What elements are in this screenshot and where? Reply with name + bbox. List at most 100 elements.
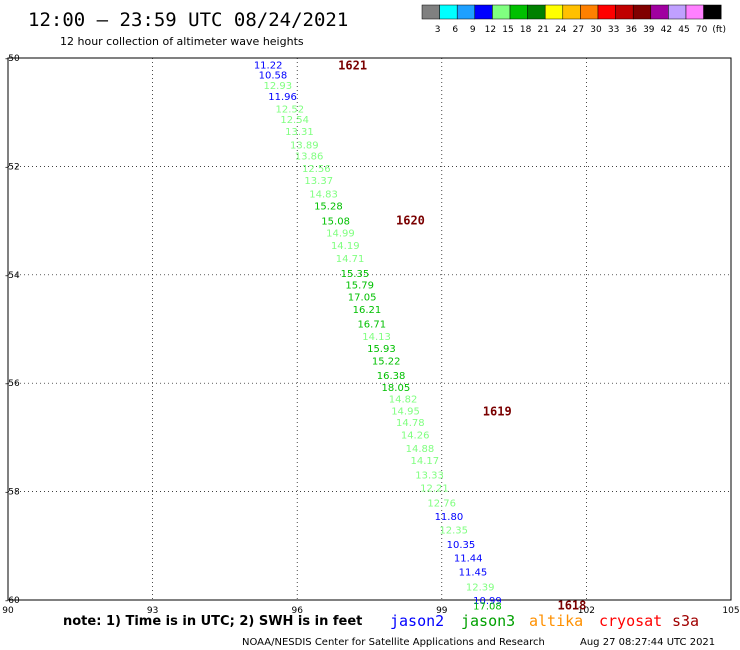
- track-labels: 1621 1620 1619 1618: [338, 59, 586, 613]
- track-number: 1618: [557, 598, 586, 612]
- color-scale-label: 42: [661, 25, 672, 35]
- x-tick-label: 93: [147, 606, 158, 616]
- color-scale-label: 3: [435, 25, 441, 35]
- color-swatch: [509, 4, 528, 20]
- color-swatch: [544, 4, 564, 20]
- x-tick-label: 90: [2, 606, 14, 616]
- x-tick-label: 99: [436, 606, 448, 616]
- swh-value: 10.99: [473, 596, 502, 607]
- y-tick-label: -56: [5, 379, 20, 389]
- color-swatch: [703, 4, 722, 20]
- y-tick-label: -52: [5, 162, 20, 172]
- swh-value: 16.21: [353, 305, 382, 316]
- color-swatch: [492, 4, 511, 20]
- y-tick-label: -58: [5, 488, 20, 498]
- note-text: note: 1) Time is in UTC; 2) SWH is in fe…: [63, 614, 362, 629]
- swh-value: 12.54: [280, 115, 309, 126]
- swh-value: 15.08: [321, 217, 350, 228]
- satellite-jason3: jason3: [461, 612, 515, 630]
- color-scale-label: 15: [502, 25, 513, 35]
- swh-value: 11.96: [268, 92, 297, 103]
- chart-title: 12:00 – 23:59 UTC 08/24/2021: [28, 9, 348, 31]
- swh-value: 13.86: [295, 152, 324, 163]
- color-swatch: [580, 4, 599, 20]
- plot-border: [7, 57, 732, 601]
- swh-value: 16.38: [377, 371, 406, 382]
- color-scale-label: 30: [590, 25, 602, 35]
- credit-text: NOAA/NESDIS Center for Satellite Applica…: [242, 637, 545, 648]
- color-scale-label: 39: [643, 25, 655, 35]
- swh-value: 14.78: [396, 418, 425, 429]
- swh-value: 15.28: [314, 201, 343, 212]
- swh-value: 15.93: [367, 344, 396, 355]
- y-tick-label: -50: [5, 54, 20, 64]
- swh-value: 14.83: [309, 190, 338, 201]
- satellite-legend: jason2 jason3 altika cryosat s3a: [390, 612, 699, 630]
- color-swatch: [439, 4, 458, 20]
- swh-value: 13.33: [415, 470, 444, 481]
- color-scale-label: 36: [625, 25, 637, 35]
- swh-value: 16.71: [357, 320, 386, 331]
- track-number: 1621: [338, 59, 367, 73]
- color-scale-label: 33: [608, 25, 619, 35]
- swh-value: 17.08: [473, 601, 502, 612]
- swh-value: 12.35: [439, 526, 468, 537]
- color-scale-legend: 3 6 9 12 15 18 21 24 27 30 33 36 39 42 45 70 (ft): [421, 4, 726, 35]
- swh-value: 10.35: [447, 540, 476, 551]
- track-number: 1619: [483, 404, 512, 418]
- swh-value: 13.31: [285, 127, 314, 138]
- y-tick-label: -60: [5, 596, 20, 606]
- x-tick-label: 102: [578, 606, 595, 616]
- swh-value: 12.52: [276, 104, 305, 115]
- satellite-s3a: s3a: [672, 612, 699, 630]
- color-swatch: [474, 4, 493, 20]
- x-tick-label: 105: [722, 606, 739, 616]
- swh-value: 15.22: [372, 356, 401, 367]
- swh-value: 17.05: [348, 292, 377, 303]
- swh-value: 14.88: [406, 444, 435, 455]
- color-swatch: [685, 4, 704, 20]
- swh-value: 15.79: [345, 281, 374, 292]
- color-swatch: [421, 4, 440, 20]
- color-scale-label: 12: [485, 25, 496, 35]
- color-swatch: [527, 4, 546, 20]
- satellite-altika: altika: [529, 612, 583, 630]
- color-scale-label: 18: [520, 25, 532, 35]
- color-scale-label: 9: [470, 25, 476, 35]
- swh-value: 15.35: [341, 269, 370, 280]
- color-swatch: [650, 4, 669, 20]
- swh-value: 14.19: [331, 241, 360, 252]
- swh-value: 12.39: [466, 582, 495, 593]
- swh-value: 14.17: [410, 456, 439, 467]
- swh-value: 14.82: [389, 394, 418, 405]
- swh-value: 12.21: [420, 483, 449, 494]
- color-scale-label: 24: [555, 25, 567, 35]
- satellite-jason2: jason2: [390, 612, 444, 630]
- y-tick-label: -54: [5, 271, 20, 281]
- swh-value: 12.76: [427, 498, 456, 509]
- color-scale-label: 21: [537, 25, 548, 35]
- color-scale-label: 27: [573, 25, 584, 35]
- swh-value: 10.58: [259, 70, 288, 81]
- timestamp-text: Aug 27 08:27:44 UTC 2021: [580, 637, 715, 648]
- chart-subtitle: 12 hour collection of altimeter wave hei…: [60, 35, 304, 48]
- swh-value: 11.45: [459, 567, 488, 578]
- satellite-cryosat: cryosat: [599, 612, 662, 630]
- color-scale-label: 70: [696, 25, 708, 35]
- swh-value: 11.22: [254, 61, 283, 72]
- grid-lines: [8, 58, 731, 600]
- color-swatch: [597, 4, 616, 20]
- swh-value: 12.56: [302, 164, 331, 175]
- swh-value: 14.99: [326, 229, 355, 240]
- swh-value: 11.44: [454, 554, 483, 565]
- swh-value: 14.71: [336, 254, 365, 265]
- swh-value: 14.95: [391, 406, 420, 417]
- swh-value: 13.37: [304, 176, 333, 187]
- y-axis-ticks: -50 -52 -54 -56 -58 -60: [5, 54, 20, 606]
- color-swatch: [668, 4, 687, 20]
- color-scale-label: 45: [678, 25, 689, 35]
- swh-value: 18.05: [382, 383, 411, 394]
- swh-value: 14.13: [362, 332, 391, 343]
